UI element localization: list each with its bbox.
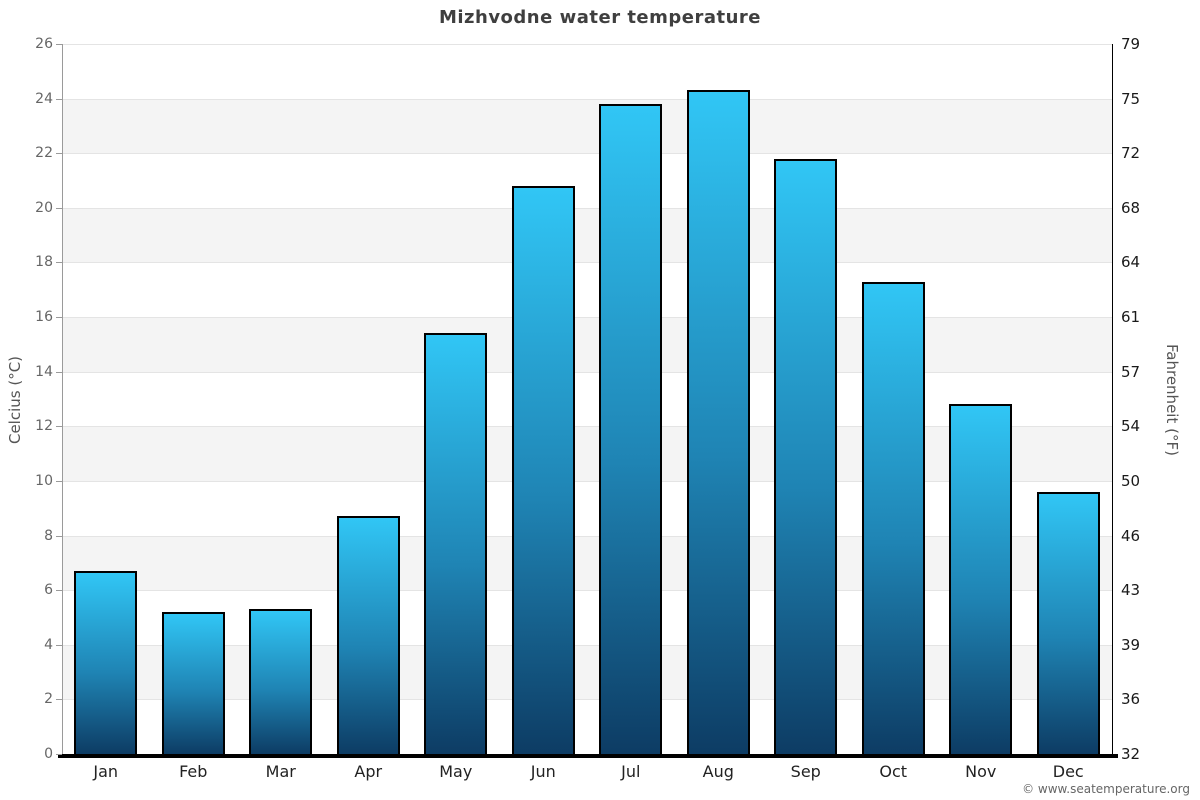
gridline [62,98,1112,100]
x-axis-label-dec: Dec [1052,762,1084,781]
x-axis-line [58,754,1118,758]
x-axis-label-apr: Apr [354,762,383,781]
y-tick-celsius-24: 24 [35,90,53,107]
celsius-axis-line [62,44,63,754]
celsius-tick-mark [56,480,62,482]
celsius-tick-mark [56,590,62,592]
x-axis-label-jul: Jul [621,762,641,781]
y-tick-celsius-2: 2 [44,691,53,708]
y-tick-fahrenheit-32: 32 [1121,745,1141,763]
gridline [62,480,1112,482]
celsius-tick-mark [56,44,62,45]
gridline [62,153,1112,155]
y-tick-fahrenheit-50: 50 [1121,471,1141,490]
x-axis-label-may: May [439,762,473,781]
y-tick-celsius-8: 8 [44,527,53,544]
y-tick-fahrenheit-43: 43 [1121,581,1141,600]
y-tick-celsius-4: 4 [44,636,53,653]
y-tick-fahrenheit-64: 64 [1121,253,1141,272]
y-tick-fahrenheit-79: 79 [1121,35,1141,53]
gridline [62,644,1112,646]
y-tick-fahrenheit-72: 72 [1121,144,1141,163]
y-tick-celsius-12: 12 [35,418,53,435]
gridline [62,44,1112,45]
gridline [62,426,1112,428]
y-tick-fahrenheit-68: 68 [1121,198,1141,217]
bar-feb [161,612,225,754]
grid-band [62,317,1112,372]
y-tick-celsius-10: 10 [35,472,53,489]
celsius-tick-mark [56,426,62,428]
bar-jun [511,186,575,754]
celsius-tick-mark [56,98,62,100]
chart-title: Mizhvodne water temperature [438,7,762,28]
grid-band [62,644,1112,700]
y-tick-fahrenheit-54: 54 [1121,417,1141,436]
gridline [62,317,1112,319]
gridline [62,262,1112,264]
grid-band [62,98,1112,154]
bar-apr [336,516,400,754]
fahrenheit-axis-title: Fahrenheit (°F) [1163,344,1181,456]
y-tick-fahrenheit-57: 57 [1121,362,1141,381]
celsius-tick-mark [56,644,62,646]
gridline [62,699,1112,701]
celsius-tick-mark [56,262,62,264]
y-tick-fahrenheit-36: 36 [1121,690,1141,709]
celsius-tick-mark [56,153,62,155]
copyright-credit: © www.seatemperature.org [1022,782,1190,796]
bar-jul [599,104,663,754]
bar-mar [249,609,313,754]
grid-band [62,207,1112,263]
celsius-tick-mark [56,535,62,537]
y-tick-celsius-22: 22 [35,145,53,162]
y-tick-fahrenheit-39: 39 [1121,635,1141,654]
grid-band [62,535,1112,591]
celsius-tick-mark [56,754,62,755]
gridline [62,535,1112,537]
fahrenheit-axis-line [1112,44,1113,754]
bar-jan [74,571,138,754]
celsius-tick-mark [56,207,62,209]
x-axis-label-feb: Feb [179,762,208,781]
bar-nov [949,404,1013,754]
grid-band [62,426,1112,481]
y-tick-fahrenheit-75: 75 [1121,89,1141,108]
celsius-tick-mark [56,371,62,373]
x-axis-label-nov: Nov [965,762,997,781]
y-tick-celsius-20: 20 [35,199,53,216]
bar-oct [861,281,925,754]
y-tick-celsius-6: 6 [44,582,53,599]
gridline [62,371,1112,373]
y-tick-celsius-26: 26 [35,36,53,52]
y-tick-celsius-14: 14 [35,363,53,380]
y-tick-fahrenheit-46: 46 [1121,526,1141,545]
celsius-tick-mark [56,317,62,319]
y-tick-celsius-18: 18 [35,254,53,271]
bar-aug [686,90,750,754]
x-axis-label-sep: Sep [790,762,821,781]
gridline [62,207,1112,209]
y-tick-fahrenheit-61: 61 [1121,308,1141,327]
gridline [62,590,1112,592]
x-axis-label-oct: Oct [879,762,908,781]
bar-dec [1036,491,1100,754]
x-axis-label-jun: Jun [530,762,556,781]
x-axis-label-jan: Jan [93,762,119,781]
bar-sep [774,158,838,754]
x-axis-label-mar: Mar [265,762,296,781]
y-tick-celsius-16: 16 [35,309,53,326]
y-tick-celsius-0: 0 [44,746,53,762]
celsius-tick-mark [56,699,62,701]
x-axis-label-aug: Aug [702,762,734,781]
bar-may [424,333,488,754]
